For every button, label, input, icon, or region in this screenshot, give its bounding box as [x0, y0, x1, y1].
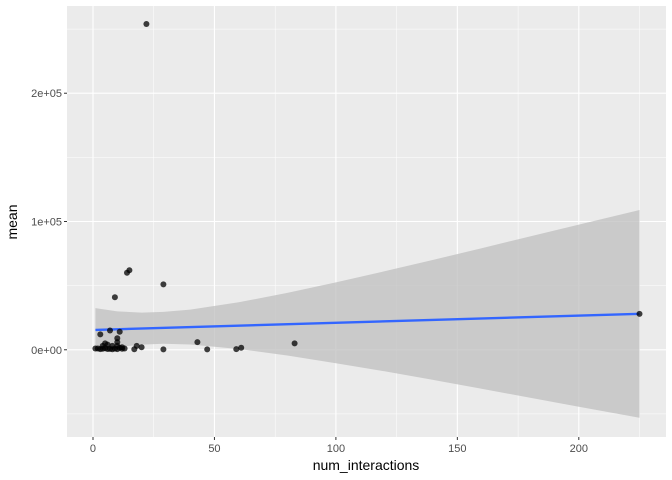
y-tick-label: 2e+05 — [31, 88, 62, 100]
points-layer — [92, 21, 643, 353]
data-point — [291, 340, 298, 347]
data-point — [97, 331, 104, 338]
confidence-band-layer — [95, 210, 640, 418]
data-point — [116, 328, 123, 335]
y-tick-label: 0e+00 — [31, 345, 62, 357]
fit-line-layer — [95, 312, 640, 332]
data-point — [160, 346, 167, 353]
data-point — [124, 269, 130, 276]
data-point — [160, 281, 167, 288]
confidence-band — [95, 210, 640, 418]
data-point — [107, 327, 113, 334]
y-axis-title: mean — [4, 204, 20, 239]
axis-ticks — [64, 92, 580, 440]
data-point — [131, 346, 138, 353]
data-point — [121, 345, 128, 352]
x-tick-labels: 0 50 100 150 200 — [90, 443, 588, 455]
data-point — [138, 344, 145, 351]
data-point — [194, 339, 201, 346]
data-point — [636, 310, 643, 317]
data-point — [238, 344, 245, 351]
x-tick-label: 50 — [208, 443, 220, 455]
major-gridlines — [67, 6, 666, 437]
y-tick-labels: 0e+00 1e+05 2e+05 — [31, 88, 62, 357]
regression-line — [95, 312, 640, 332]
data-point — [204, 346, 211, 353]
x-tick-label: 150 — [448, 443, 466, 455]
data-point — [143, 21, 150, 27]
data-point — [233, 346, 240, 353]
x-tick-label: 0 — [90, 443, 96, 455]
x-axis-title: num_interactions — [313, 457, 420, 473]
x-tick-label: 200 — [570, 443, 588, 455]
data-point — [111, 294, 118, 301]
y-tick-label: 1e+05 — [31, 217, 62, 229]
x-tick-label: 100 — [327, 443, 345, 455]
